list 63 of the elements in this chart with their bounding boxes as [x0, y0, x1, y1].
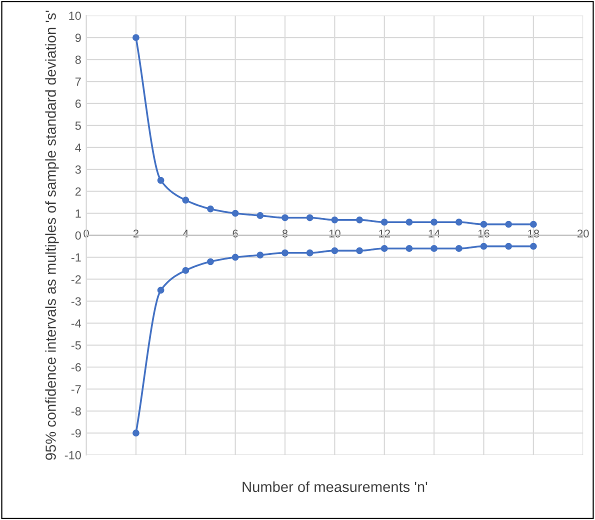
point — [306, 249, 314, 256]
y-tick-label: 2 — [75, 187, 81, 196]
y-tick-label: 6 — [75, 100, 81, 108]
y-tick-label: -10 — [64, 451, 81, 460]
y-axis-title: 95% confidence intervals as multiples of sample standard deviation 's' — [45, 10, 59, 460]
y-tick-label: 5 — [75, 122, 81, 130]
y-tick-label: 4 — [75, 144, 82, 152]
point — [132, 34, 140, 42]
point — [256, 212, 264, 219]
x-tick-label: 2 — [133, 230, 138, 238]
point — [406, 245, 413, 252]
point — [306, 214, 314, 222]
x-axis-title: Number of measurements 'n' — [242, 481, 428, 492]
point — [182, 266, 190, 274]
point — [331, 216, 338, 224]
point — [430, 245, 438, 252]
y-tick-label: -5 — [71, 341, 81, 350]
point — [505, 242, 512, 250]
point — [406, 218, 413, 226]
point — [132, 430, 140, 437]
y-tick-label: -7 — [71, 385, 81, 394]
y-tick-label: 9 — [75, 34, 81, 42]
y-tick-label: -6 — [71, 363, 81, 372]
y-tick-label: -2 — [71, 275, 81, 284]
point — [282, 214, 288, 222]
point — [232, 254, 239, 261]
y-tick-label: 10 — [69, 12, 81, 20]
point — [530, 242, 537, 250]
y-tick-label: -9 — [71, 429, 81, 438]
point — [380, 245, 388, 252]
y-tick-label: -4 — [71, 319, 82, 328]
point — [455, 245, 462, 252]
x-tick-label: 18 — [528, 230, 540, 238]
point — [331, 247, 338, 254]
x-tick-label: 16 — [478, 230, 490, 238]
x-tick-label: 12 — [379, 230, 390, 238]
point — [157, 286, 164, 294]
point — [282, 249, 288, 256]
y-tick-label: 7 — [75, 78, 81, 86]
point — [157, 176, 164, 184]
point — [356, 247, 363, 254]
point — [182, 196, 190, 204]
point — [480, 220, 488, 228]
y-tick-label: 1 — [76, 209, 81, 218]
point — [356, 216, 363, 224]
point — [256, 252, 264, 259]
y-tick-label: 8 — [75, 56, 81, 64]
point — [530, 220, 537, 228]
point — [207, 258, 214, 266]
point — [505, 220, 512, 228]
x-tick-label: 10 — [329, 230, 340, 238]
y-tick-label: -3 — [71, 297, 81, 306]
point — [380, 218, 388, 226]
point — [430, 218, 438, 226]
y-tick-label: -1 — [71, 253, 81, 262]
y-tick-label: 3 — [75, 165, 81, 174]
point — [207, 205, 214, 212]
point — [232, 210, 239, 217]
x-tick-label: 8 — [282, 230, 288, 238]
point — [455, 218, 462, 226]
y-tick-label: -8 — [71, 407, 81, 416]
point — [480, 242, 488, 250]
x-tick-label: 20 — [577, 230, 589, 238]
